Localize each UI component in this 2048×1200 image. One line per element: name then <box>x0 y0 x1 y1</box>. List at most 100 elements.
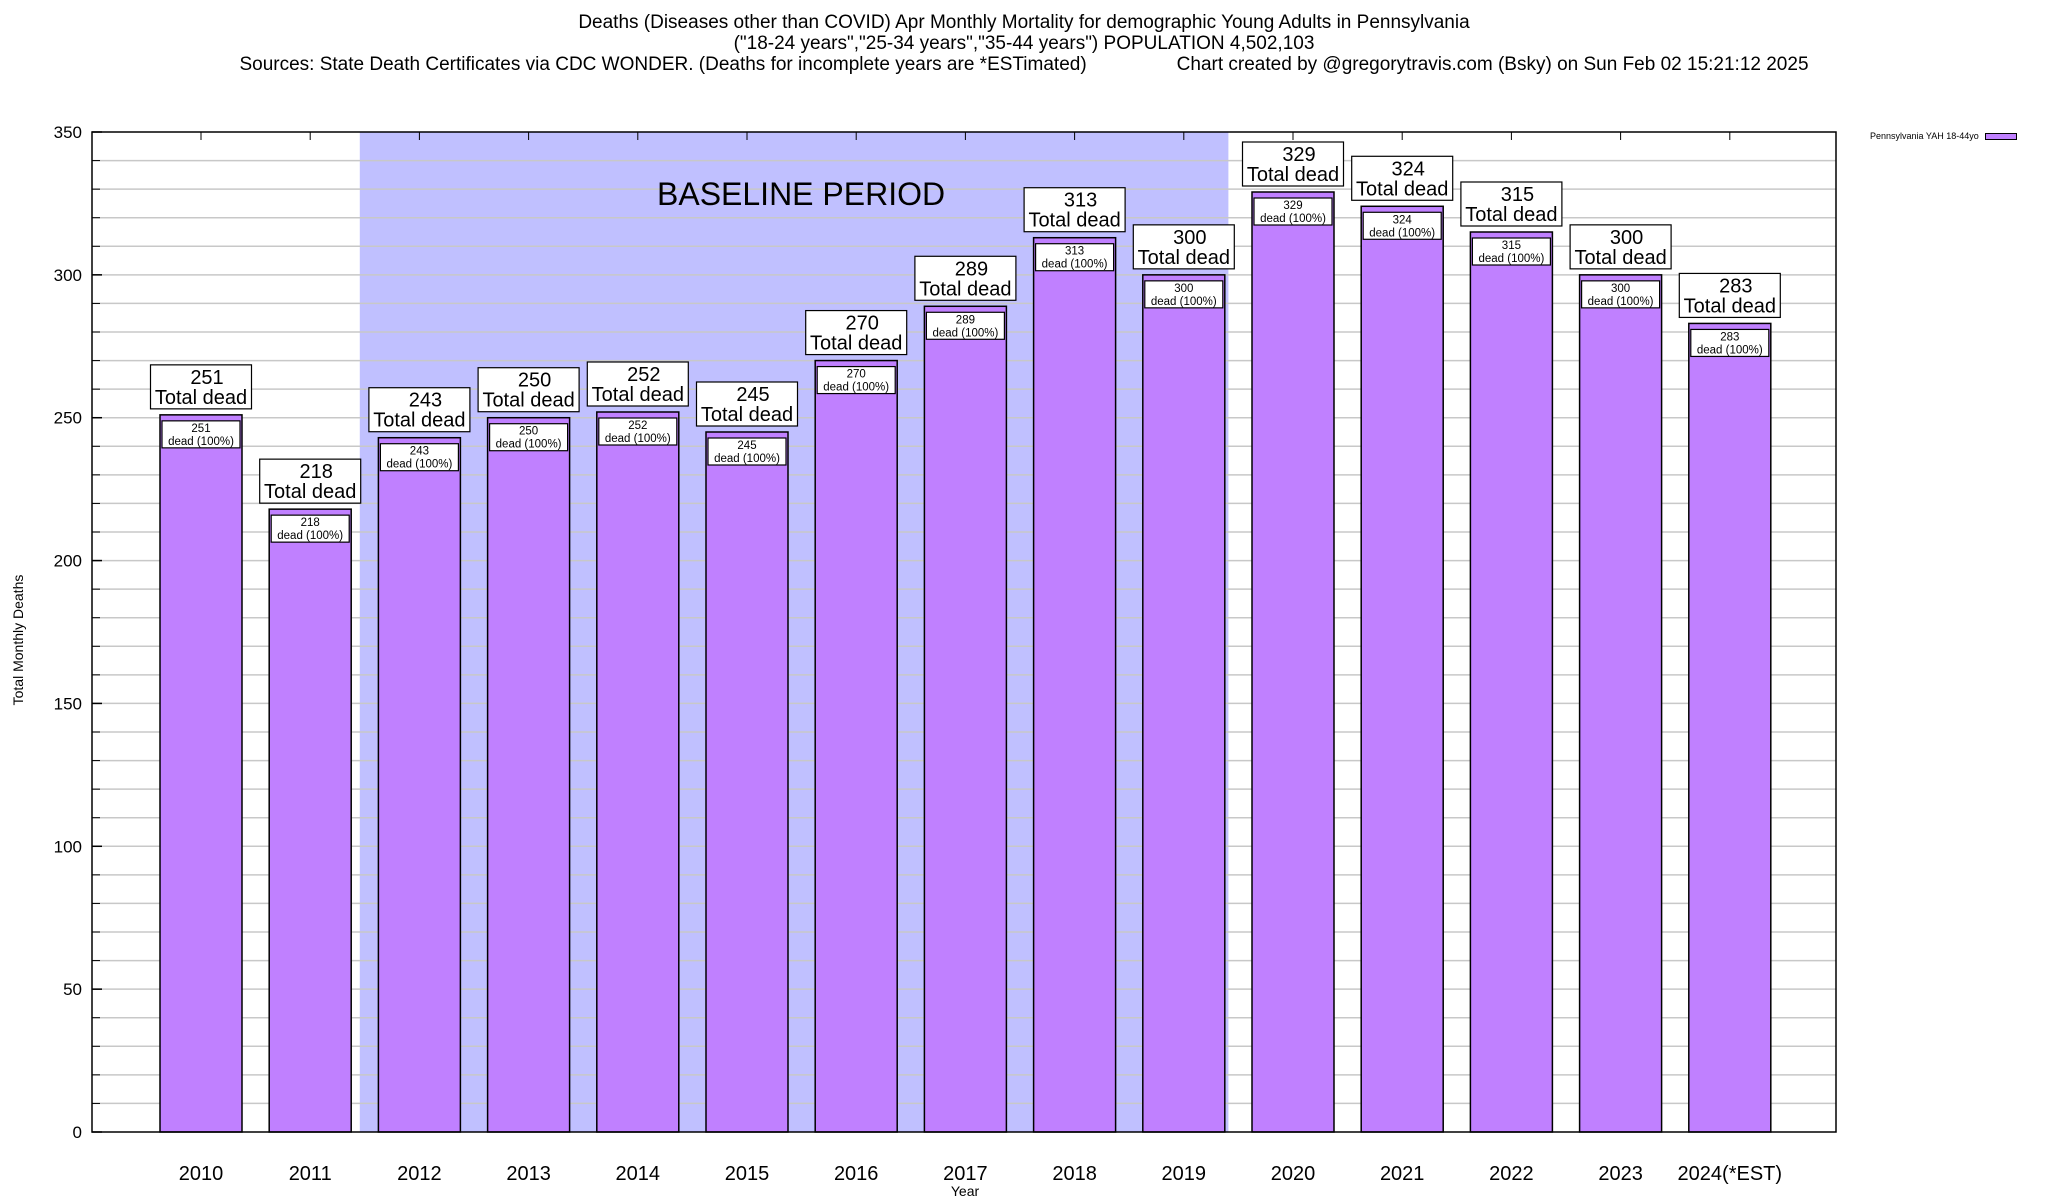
inner-label-text: dead (100%) <box>1151 296 1217 308</box>
x-axis-label: Year <box>950 1183 980 1199</box>
inner-label-text: dead (100%) <box>496 439 562 451</box>
total-label-value: 270 <box>846 313 879 335</box>
inner-label-text: dead (100%) <box>714 453 780 465</box>
x-tick-label: 2018 <box>1052 1163 1097 1185</box>
bar-2023 <box>1578 274 1663 1133</box>
inner-label-value: 329 <box>1283 200 1302 212</box>
total-label-box <box>586 361 689 407</box>
total-label-text: Total dead <box>1465 204 1557 226</box>
total-label-value: 313 <box>1064 190 1097 212</box>
legend-swatch <box>1984 132 2017 140</box>
inner-label-value: 289 <box>956 314 975 326</box>
total-label-value: 300 <box>1173 227 1206 249</box>
bar-2017 <box>923 305 1008 1133</box>
x-tick-label: 2011 <box>289 1163 332 1185</box>
x-tick-label: 2010 <box>179 1163 224 1185</box>
inner-label-box <box>1362 211 1442 240</box>
title-line-2: ("18-24 years","25-34 years","35-44 year… <box>733 33 1315 54</box>
y-tick-label: 300 <box>54 266 82 285</box>
total-label-text: Total dead <box>592 384 684 406</box>
inner-label-text: dead (100%) <box>605 433 671 445</box>
x-tick-label: 2012 <box>397 1163 442 1185</box>
total-label-box <box>477 367 580 413</box>
total-label-box <box>1569 224 1672 270</box>
total-label-text: Total dead <box>919 278 1011 300</box>
total-label-text: Total dead <box>482 390 574 412</box>
chart-title: Deaths (Diseases other than COVID) Apr M… <box>0 12 2048 54</box>
total-label-value: 245 <box>736 384 769 406</box>
x-tick-label: 2024(*EST) <box>1678 1163 1783 1185</box>
inner-label-text: dead (100%) <box>386 459 452 471</box>
total-label-value: 251 <box>190 367 223 389</box>
title-line-3: Sources: State Death Certificates via CD… <box>0 54 2048 75</box>
total-label-value: 283 <box>1719 275 1752 297</box>
inner-label-box <box>270 514 350 543</box>
inner-label-box <box>1690 328 1770 358</box>
total-label-text: Total dead <box>810 333 902 355</box>
inner-label-value: 270 <box>847 369 866 381</box>
total-label-text: Total dead <box>1684 295 1776 317</box>
total-label-text: Total dead <box>264 481 356 503</box>
inner-label-value: 315 <box>1502 240 1521 252</box>
inner-label-box <box>1471 237 1552 266</box>
total-label-text: Total dead <box>1247 164 1339 186</box>
inner-label-box <box>1144 280 1224 309</box>
inner-label-box <box>1253 197 1333 226</box>
total-label-box <box>695 381 799 427</box>
bar-2018 <box>1032 236 1117 1133</box>
x-tick-label: 2019 <box>1162 1163 1207 1185</box>
total-label-box <box>368 387 471 433</box>
inner-label-value: 251 <box>191 423 210 435</box>
y-tick-label: 350 <box>54 123 82 142</box>
total-label-text: Total dead <box>1356 178 1448 200</box>
y-tick-label: 0 <box>73 1123 82 1142</box>
inner-label-box <box>489 423 569 452</box>
inner-label-box <box>161 420 241 449</box>
inner-label-text: dead (100%) <box>1369 227 1435 239</box>
total-label-box <box>1678 272 1781 319</box>
inner-label-box <box>816 365 896 395</box>
inner-label-value: 324 <box>1393 214 1413 226</box>
sources-text: Sources: State Death Certificates via CD… <box>239 54 1087 75</box>
total-label-box <box>1351 155 1454 201</box>
total-label-box <box>914 255 1017 301</box>
x-tick-label: 2022 <box>1489 1163 1534 1185</box>
total-label-text: Total dead <box>155 387 247 409</box>
x-tick-label: 2017 <box>943 1163 988 1185</box>
total-label-value: 252 <box>627 364 660 386</box>
inner-label-box <box>707 437 787 466</box>
total-label-value: 324 <box>1392 158 1425 180</box>
total-label-box <box>805 309 908 356</box>
bar-2012 <box>377 436 462 1133</box>
inner-label-text: dead (100%) <box>1697 344 1763 356</box>
bar-2024(*EST) <box>1688 322 1772 1133</box>
total-label-text: Total dead <box>1574 247 1666 269</box>
total-label-box <box>1132 224 1235 270</box>
inner-label-value: 283 <box>1720 331 1739 343</box>
bar-2021 <box>1360 205 1444 1133</box>
inner-label-value: 218 <box>301 517 320 529</box>
inner-label-value: 300 <box>1174 283 1193 295</box>
x-tick-label: 2013 <box>506 1163 551 1185</box>
inner-label-text: dead (100%) <box>932 327 998 339</box>
inner-label-text: dead (100%) <box>1042 259 1108 271</box>
y-tick-label: 250 <box>54 409 82 428</box>
inner-label-box <box>925 311 1006 340</box>
total-label-box <box>259 458 362 504</box>
inner-label-value: 313 <box>1065 246 1084 258</box>
inner-label-value: 300 <box>1611 283 1630 295</box>
y-tick-label: 200 <box>54 552 82 571</box>
inner-label-value: 245 <box>737 440 756 452</box>
baseline-period-label: BASELINE PERIOD <box>657 176 945 212</box>
total-label-value: 289 <box>955 258 988 280</box>
bar-2019 <box>1142 274 1226 1133</box>
inner-label-box <box>379 443 459 472</box>
credit-text: Chart created by @gregorytravis.com (Bsk… <box>1176 54 1809 75</box>
inner-label-value: 252 <box>628 420 647 432</box>
bar-2013 <box>486 416 571 1133</box>
total-label-value: 218 <box>300 461 333 483</box>
y-tick-label: 100 <box>54 837 82 856</box>
bar-2015 <box>705 431 789 1133</box>
bar-2011 <box>268 508 352 1133</box>
